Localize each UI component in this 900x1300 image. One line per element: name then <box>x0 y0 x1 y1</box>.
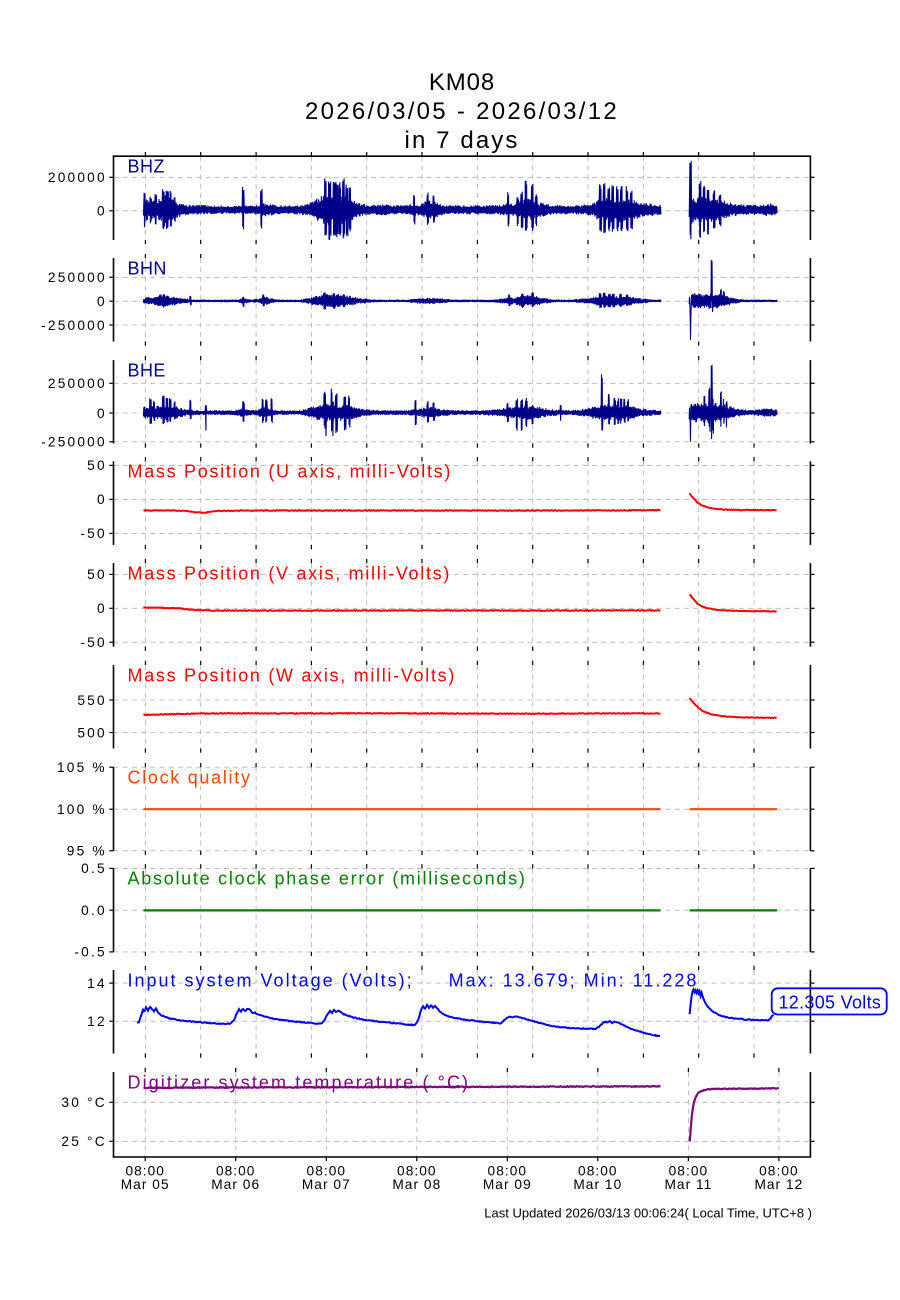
svg-text:0: 0 <box>97 492 107 507</box>
svg-text:Mass Position (W axis, milli-V: Mass Position (W axis, milli-Volts) <box>128 665 457 685</box>
svg-text:200000: 200000 <box>48 170 107 185</box>
svg-text:0.0: 0.0 <box>81 903 107 918</box>
svg-text:500: 500 <box>77 725 106 740</box>
svg-text:2026/03/05 - 2026/03/12: 2026/03/05 - 2026/03/12 <box>305 98 619 125</box>
svg-text:Mar 09: Mar 09 <box>483 1177 532 1192</box>
svg-text:30 °C: 30 °C <box>61 1095 106 1110</box>
svg-text:08:00: 08:00 <box>125 1164 165 1179</box>
svg-text:08:00: 08:00 <box>488 1164 528 1179</box>
svg-text:12.305 Volts: 12.305 Volts <box>779 993 882 1013</box>
svg-text:50: 50 <box>87 458 107 473</box>
svg-text:0.5: 0.5 <box>81 861 107 876</box>
svg-text:0: 0 <box>97 406 107 421</box>
svg-text:105 %: 105 % <box>57 760 107 775</box>
svg-text:08:00: 08:00 <box>397 1164 437 1179</box>
svg-text:Mass Position (V axis, milli-V: Mass Position (V axis, milli-Volts) <box>128 563 452 583</box>
svg-text:-250000: -250000 <box>41 318 107 333</box>
svg-text:25 °C: 25 °C <box>61 1134 106 1149</box>
svg-text:0: 0 <box>97 601 107 616</box>
svg-text:08:00: 08:00 <box>216 1164 256 1179</box>
svg-text:250000: 250000 <box>48 376 107 391</box>
svg-text:50: 50 <box>87 567 107 582</box>
svg-text:08:00: 08:00 <box>307 1164 347 1179</box>
svg-text:Mar 06: Mar 06 <box>211 1177 260 1192</box>
svg-text:KM08: KM08 <box>429 69 495 96</box>
svg-text:BHE: BHE <box>128 360 166 380</box>
svg-text:95 %: 95 % <box>67 844 107 859</box>
svg-text:in 7 days: in 7 days <box>405 127 520 154</box>
svg-text:Absolute clock phase error (mi: Absolute clock phase error (milliseconds… <box>128 869 527 889</box>
svg-text:Clock quality: Clock quality <box>128 768 252 788</box>
svg-text:-50: -50 <box>80 526 106 541</box>
svg-text:Mar 12: Mar 12 <box>754 1177 803 1192</box>
svg-text:Mass Position (U axis, milli-V: Mass Position (U axis, milli-Volts) <box>128 462 453 482</box>
svg-text:14: 14 <box>87 976 107 991</box>
svg-text:12: 12 <box>87 1014 107 1029</box>
svg-text:Digitizer system temperature (: Digitizer system temperature ( °C) <box>128 1072 471 1092</box>
svg-text:-0.5: -0.5 <box>74 945 106 960</box>
svg-text:08:00: 08:00 <box>669 1164 709 1179</box>
svg-text:Input system Voltage (Volts);: Input system Voltage (Volts); Max: 13.67… <box>128 970 699 990</box>
svg-text:250000: 250000 <box>48 270 107 285</box>
svg-text:08:00: 08:00 <box>578 1164 618 1179</box>
svg-text:100 %: 100 % <box>57 802 107 817</box>
svg-text:0: 0 <box>97 204 107 219</box>
svg-text:0: 0 <box>97 294 107 309</box>
svg-text:-50: -50 <box>80 635 106 650</box>
svg-text:Mar 11: Mar 11 <box>664 1177 712 1192</box>
svg-text:Mar 08: Mar 08 <box>392 1177 441 1192</box>
svg-text:-250000: -250000 <box>41 435 107 450</box>
svg-text:BHZ: BHZ <box>128 157 165 177</box>
svg-text:BHN: BHN <box>128 258 167 278</box>
svg-text:Mar 07: Mar 07 <box>302 1177 351 1192</box>
svg-text:550: 550 <box>77 693 106 708</box>
svg-text:08:00: 08:00 <box>759 1164 799 1179</box>
svg-text:Mar 10: Mar 10 <box>573 1177 622 1192</box>
svg-text:Mar 05: Mar 05 <box>121 1177 170 1192</box>
svg-text:Last Updated 2026/03/13 00:06:: Last Updated 2026/03/13 00:06:24( Local … <box>484 1206 812 1221</box>
